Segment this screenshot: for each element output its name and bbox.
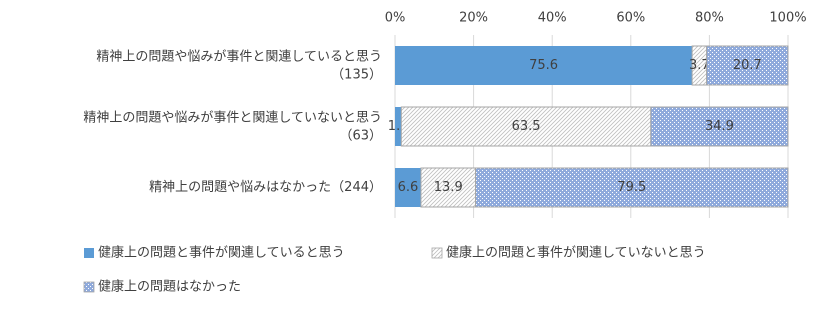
value-label: 34.9 [705,119,734,134]
x-tick-label: 40% [538,11,567,26]
legend-label: 健康上の問題はなかった [98,279,241,295]
value-label: 13.9 [434,180,463,195]
value-label: 20.7 [733,58,762,73]
value-label: 63.5 [512,119,541,134]
x-tick-label: 20% [459,11,488,26]
x-tick-label: 0% [385,11,406,26]
bar-segment [400,106,652,147]
legend-label: 健康上の問題と事件が関連していると思う [98,245,345,261]
category-label: 精神上の問題や悩みはなかった（244） [149,180,382,195]
category-label: 精神上の問題や悩みが事件と関連していると思う（135） [96,49,382,82]
bar-segment [395,107,402,146]
legend-marker [431,247,443,259]
x-tick-label: 100% [769,11,806,26]
bar-segment [395,46,693,85]
legend-marker [83,281,95,293]
legend-label: 健康上の問題と事件が関連していないと思う [446,245,706,261]
x-tick-label: 80% [695,11,724,26]
bar-segment [420,167,477,208]
value-label: 3.7 [689,58,710,73]
bar-segment [650,106,789,147]
legend-marker [84,248,94,258]
bar-segment [475,167,789,208]
value-label: 75.6 [529,58,558,73]
category-label: 精神上の問題や悩みが事件と関連していないと思う（63） [83,110,382,143]
bar-segment [395,168,421,207]
value-label: 79.5 [617,180,646,195]
value-label: 6.6 [398,180,419,195]
bar-segment [706,45,789,86]
x-tick-label: 60% [616,11,645,26]
